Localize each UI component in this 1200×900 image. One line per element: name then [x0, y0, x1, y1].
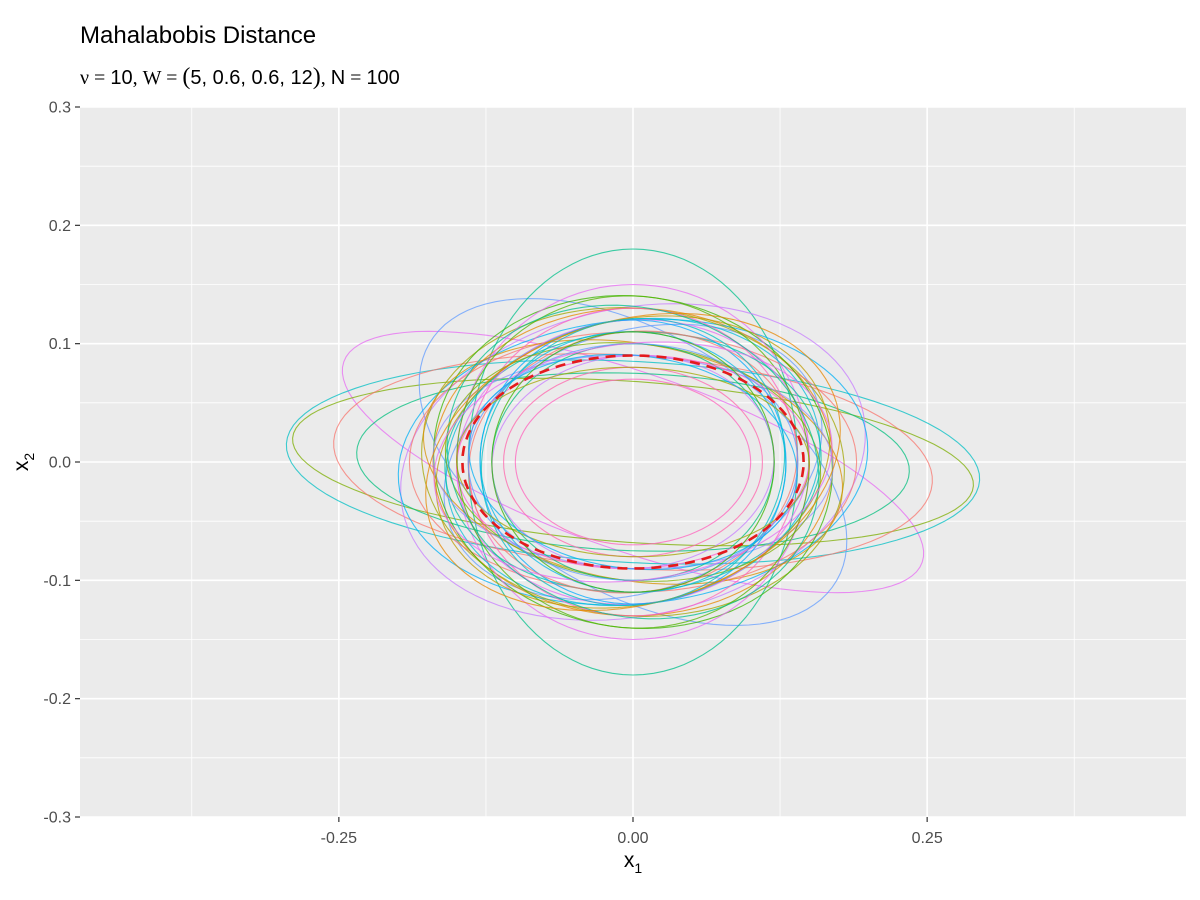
- axis-ticks: -0.25 0.00 0.25 -0.3 -0.2 -0.1 0.0 0.1 0.2 0.3: [43, 100, 942, 848]
- ellipse-line: [514, 378, 752, 546]
- ellipse-line: [503, 366, 763, 558]
- subtitle-equals-1: =: [94, 67, 106, 89]
- ellipse-line: [333, 353, 933, 571]
- y-axis-title: x2: [10, 453, 37, 472]
- ellipse-line: [292, 377, 974, 547]
- ellipse-line: [456, 319, 810, 605]
- ellipse-line: [425, 312, 841, 612]
- subtitle-nu-value: 10: [110, 67, 133, 89]
- ellipse-line: [433, 295, 833, 629]
- subtitle-w-values: 5, 0.6, 0.6, 12: [190, 67, 313, 89]
- ellipse-line: [400, 303, 866, 621]
- y-tick-label: -0.2: [43, 691, 71, 708]
- subtitle-equals-2: =: [166, 67, 178, 89]
- y-tick-label: 0.1: [49, 336, 71, 353]
- reference-ellipse-layer: [461, 354, 805, 570]
- ellipse-line: [479, 331, 787, 593]
- ellipse-line: [421, 307, 845, 617]
- ellipse-line: [491, 331, 775, 593]
- x-axis-title-base: x: [624, 849, 635, 872]
- subtitle-separator-2: ,: [320, 67, 326, 89]
- y-tick-label: 0.2: [49, 218, 71, 235]
- subtitle-w-symbol: W: [142, 67, 162, 89]
- y-tick-label: 0.0: [49, 455, 71, 472]
- x-tick-label: -0.25: [321, 830, 358, 847]
- subtitle-n-symbol: N: [330, 67, 346, 89]
- chart-title: Mahalabobis Distance: [80, 22, 317, 49]
- subtitle-close-paren: ): [312, 64, 321, 90]
- ellipse-line: [397, 318, 869, 606]
- ellipse-series: [285, 248, 981, 676]
- ellipse-line: [468, 330, 798, 594]
- y-tick-label: 0.3: [49, 100, 71, 117]
- ellipse-line: [433, 341, 833, 583]
- x-tick-label: 0.00: [617, 830, 648, 847]
- ellipse-line: [455, 366, 811, 558]
- ellipse-line: [456, 295, 810, 629]
- subtitle-open-paren: (: [182, 64, 191, 90]
- subtitle-separator-1: ,: [132, 67, 138, 89]
- x-axis-title: x1: [624, 849, 643, 876]
- chart-subtitle: ν = 10, W = (5, 0.6, 0.6, 12), N = 100: [80, 64, 400, 91]
- y-axis-title-sub: 2: [21, 453, 37, 461]
- reference-ellipse: [461, 354, 805, 570]
- subtitle-n-value: 100: [366, 67, 400, 89]
- subtitle-equals-3: =: [350, 67, 362, 89]
- x-tick-label: 0.25: [912, 830, 943, 847]
- ellipse-line: [468, 353, 798, 571]
- ellipse-line: [467, 343, 799, 581]
- x-axis-title-sub: 1: [634, 860, 642, 876]
- y-tick-label: -0.3: [43, 810, 71, 827]
- y-tick-label: -0.1: [43, 573, 71, 590]
- y-axis-title-base: x: [10, 460, 33, 471]
- subtitle-nu-symbol: ν: [80, 67, 90, 89]
